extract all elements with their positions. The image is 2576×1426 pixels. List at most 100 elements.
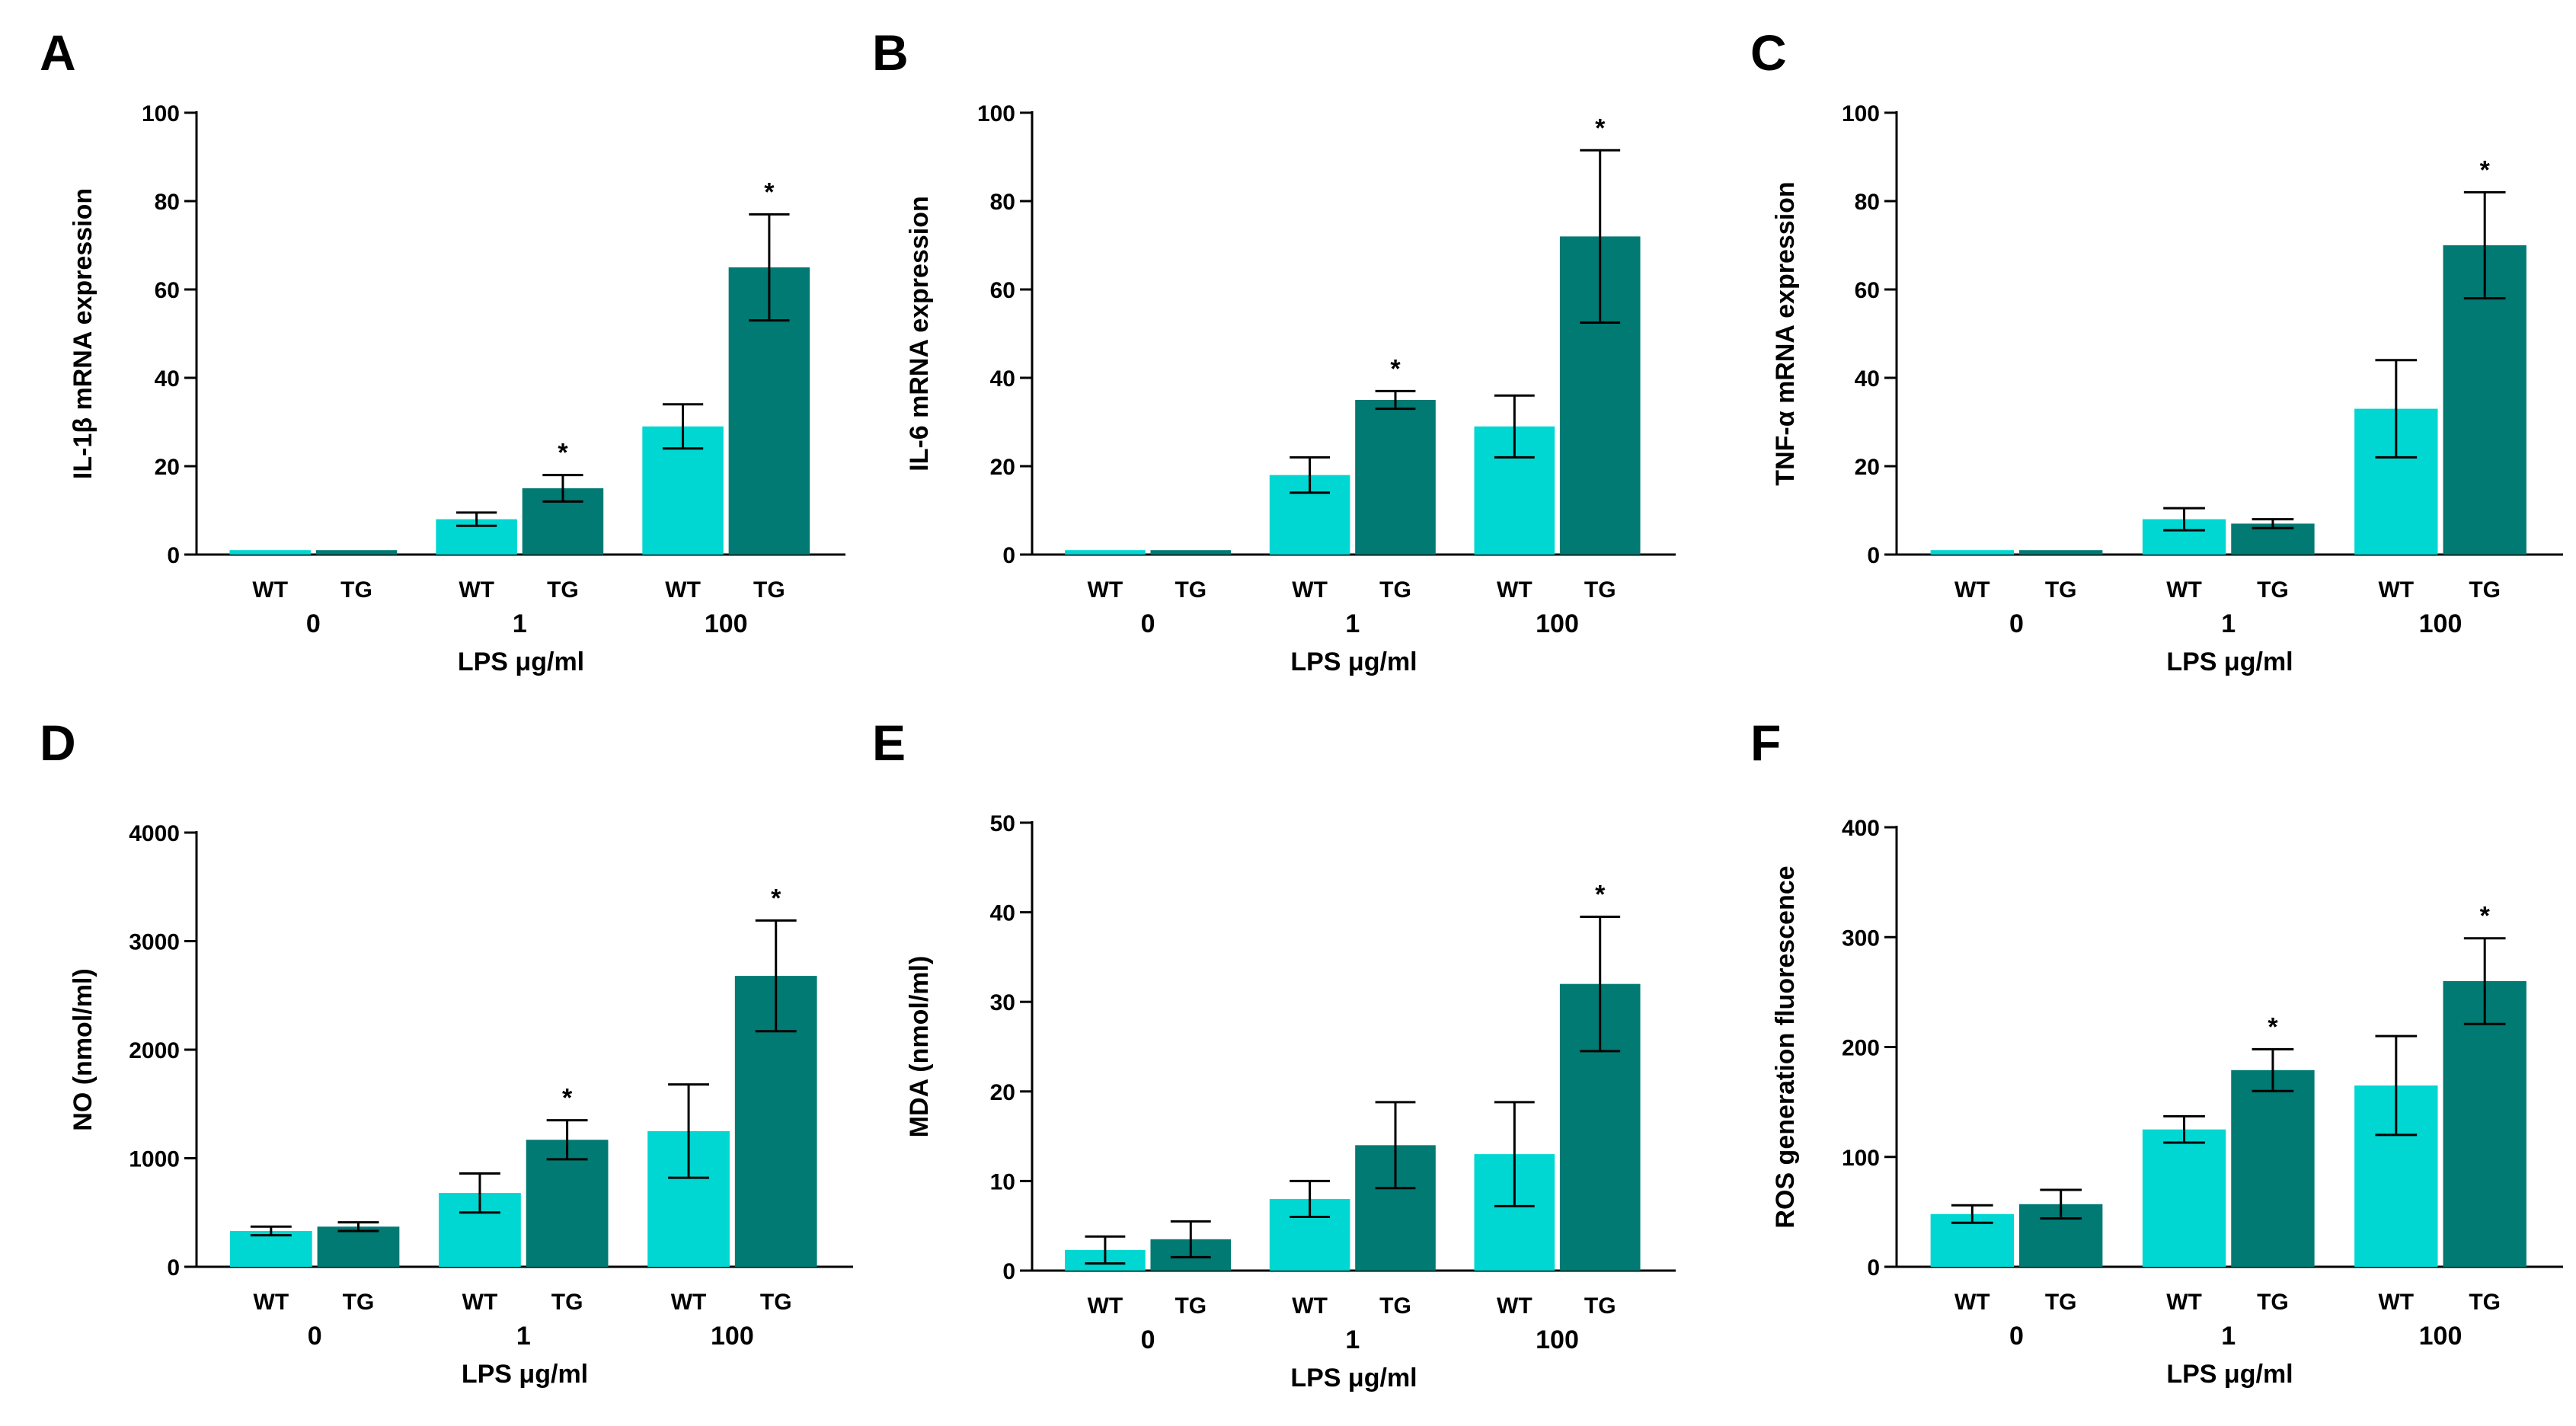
y-tick-label: 200 xyxy=(1842,1036,1880,1061)
y-tick-label: 0 xyxy=(1867,1255,1880,1281)
significance-marker: * xyxy=(1595,114,1606,142)
y-axis-title: ROS generation fluorescence xyxy=(1771,865,1800,1228)
y-tick-label: 80 xyxy=(155,190,180,215)
dose-label: 100 xyxy=(705,609,748,638)
dose-label: 1 xyxy=(516,1322,531,1351)
group-label: WT xyxy=(1497,577,1532,603)
dose-label: 0 xyxy=(1141,1325,1155,1354)
dose-label: 1 xyxy=(2221,609,2236,638)
dose-label: 100 xyxy=(1536,1325,1579,1354)
dose-label: 100 xyxy=(2419,1322,2463,1351)
y-tick-label: 60 xyxy=(155,278,180,303)
x-axis-title: LPS μg/ml xyxy=(462,1360,588,1389)
y-tick-label: 40 xyxy=(155,366,180,392)
panel-letter: B xyxy=(872,24,909,81)
bar-wt-0 xyxy=(229,1230,312,1267)
group-label: WT xyxy=(254,1290,289,1315)
significance-marker: * xyxy=(2480,902,2491,931)
y-tick-label: 0 xyxy=(1002,543,1015,568)
dose-label: 100 xyxy=(1536,609,1579,638)
bar-wt-1 xyxy=(2142,1129,2226,1267)
dose-label: 0 xyxy=(1141,609,1155,638)
dose-label: 0 xyxy=(306,609,321,638)
panel-letter: E xyxy=(872,715,906,771)
significance-marker: * xyxy=(2480,155,2491,184)
y-axis-title: TNF-α mRNA expression xyxy=(1771,181,1800,485)
group-label: WT xyxy=(1292,1293,1328,1319)
y-tick-label: 300 xyxy=(1842,926,1880,951)
x-axis-title: LPS μg/ml xyxy=(2166,1360,2293,1389)
group-label: TG xyxy=(1379,1293,1411,1319)
bar-tg-0 xyxy=(315,550,398,555)
dose-label: 1 xyxy=(1345,1325,1360,1354)
y-tick-label: 50 xyxy=(990,811,1015,836)
dose-label: 1 xyxy=(2221,1322,2236,1351)
group-label: WT xyxy=(1954,577,1990,603)
y-tick-label: 40 xyxy=(990,901,1015,926)
x-axis-title: LPS μg/ml xyxy=(2166,647,2293,676)
panel-letter: D xyxy=(40,715,76,771)
y-tick-label: 4000 xyxy=(129,821,180,846)
group-label: WT xyxy=(1292,577,1328,603)
bar-wt-0 xyxy=(1930,550,2014,555)
bar-tg-100 xyxy=(2443,980,2526,1267)
dose-label: 0 xyxy=(2009,609,2024,638)
panel-letter: A xyxy=(40,24,76,81)
group-label: TG xyxy=(2257,1290,2289,1315)
group-label: TG xyxy=(1379,577,1411,603)
group-label: WT xyxy=(1088,577,1123,603)
y-tick-label: 20 xyxy=(990,1080,1015,1105)
group-label: WT xyxy=(459,577,494,603)
y-tick-label: 0 xyxy=(167,1255,180,1281)
dose-label: 100 xyxy=(711,1322,754,1351)
bar-wt-0 xyxy=(1065,550,1146,555)
group-label: WT xyxy=(2378,577,2414,603)
dose-label: 100 xyxy=(2419,609,2463,638)
dose-label: 0 xyxy=(308,1322,322,1351)
x-axis-title: LPS μg/ml xyxy=(1290,1364,1417,1392)
group-label: WT xyxy=(1954,1290,1990,1315)
y-tick-label: 100 xyxy=(1842,101,1880,126)
significance-marker: * xyxy=(1390,354,1401,383)
significance-marker: * xyxy=(1595,880,1606,909)
group-label: TG xyxy=(2257,577,2289,603)
group-label: TG xyxy=(343,1290,375,1315)
group-label: WT xyxy=(1497,1293,1532,1319)
significance-marker: * xyxy=(2268,1012,2278,1041)
y-axis-title: IL-6 mRNA expression xyxy=(905,196,934,472)
x-axis-title: LPS μg/ml xyxy=(1290,647,1417,676)
y-tick-label: 0 xyxy=(1867,543,1880,568)
dose-label: 1 xyxy=(1345,609,1360,638)
y-tick-label: 100 xyxy=(142,101,180,126)
panel-letter: C xyxy=(1750,24,1787,81)
significance-marker: * xyxy=(562,1084,573,1113)
group-label: TG xyxy=(2045,1290,2077,1315)
y-tick-label: 0 xyxy=(167,543,180,568)
y-tick-label: 30 xyxy=(990,990,1015,1015)
group-label: WT xyxy=(252,577,288,603)
y-tick-label: 40 xyxy=(1855,366,1880,392)
group-label: TG xyxy=(340,577,372,603)
group-label: WT xyxy=(2166,577,2202,603)
bar-tg-1 xyxy=(526,1140,609,1267)
bar-tg-0 xyxy=(2019,550,2103,555)
dose-label: 1 xyxy=(513,609,527,638)
panel-letter: F xyxy=(1750,715,1781,771)
y-axis-title: IL-1β mRNA expression xyxy=(69,188,97,479)
significance-marker: * xyxy=(764,177,775,206)
group-label: WT xyxy=(2166,1290,2202,1315)
chart-panel-f: F 0 100 200 300 400 ROS generation fluorescenc… xyxy=(1750,715,2563,1389)
group-label: TG xyxy=(1584,577,1616,603)
y-tick-label: 0 xyxy=(1002,1259,1015,1284)
bar-wt-0 xyxy=(229,550,311,555)
bar-tg-1 xyxy=(2231,1070,2315,1267)
group-label: WT xyxy=(665,577,701,603)
group-label: TG xyxy=(1584,1293,1616,1319)
significance-marker: * xyxy=(558,439,568,468)
y-tick-label: 3000 xyxy=(129,930,180,955)
